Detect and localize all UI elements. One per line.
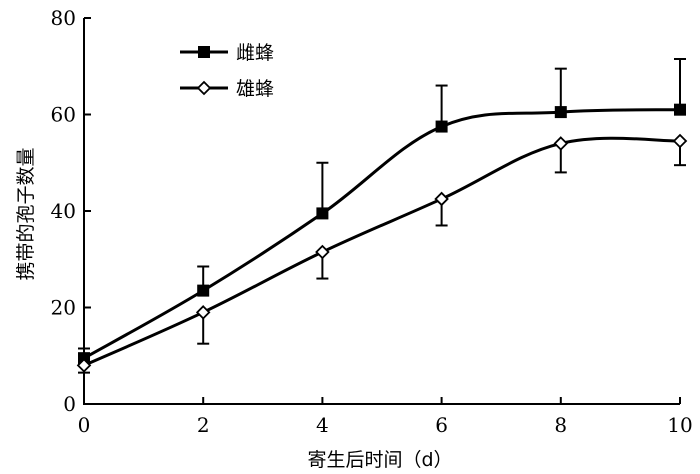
data-point-female (435, 120, 448, 133)
data-point-female (197, 284, 210, 297)
y-tick-label: 20 (51, 296, 76, 320)
x-tick-label: 2 (197, 413, 210, 437)
x-axis-title: 寄生后时间（d） (307, 449, 452, 471)
x-tick-label: 8 (554, 413, 567, 437)
data-point-male (76, 358, 92, 373)
legend-item-female: 雌蜂 (180, 42, 274, 64)
y-axis-title: 携带的孢子数量 (15, 147, 37, 280)
series-male (76, 133, 688, 374)
axes: 0 20 40 60 80 0 2 4 6 8 10 (51, 6, 693, 437)
data-point-male (553, 136, 569, 151)
x-tick-label: 0 (78, 413, 91, 437)
series-female (78, 58, 686, 365)
series-line-male (82, 136, 682, 367)
y-tick-label: 40 (51, 199, 76, 223)
x-tick-label: 4 (316, 413, 329, 437)
y-tick-label: 0 (63, 392, 76, 416)
y-tick-label: 60 (51, 103, 76, 127)
legend-item-male: 雄蜂 (180, 78, 274, 100)
legend-marker-female (198, 46, 210, 58)
legend-label-male: 雄蜂 (236, 78, 274, 100)
data-point-male (195, 305, 211, 320)
x-tick-label: 10 (667, 413, 692, 437)
data-point-female (316, 207, 329, 220)
data-point-male (315, 244, 330, 260)
series-layer (76, 58, 688, 374)
y-tick-label: 80 (51, 6, 76, 30)
x-tick-label: 6 (435, 413, 448, 437)
legend-label-female: 雌蜂 (236, 42, 274, 64)
legend-marker-male (196, 80, 212, 96)
data-point-female (674, 103, 686, 116)
data-point-male (434, 191, 449, 207)
axis-frame (83, 18, 680, 405)
data-point-female (554, 106, 567, 119)
data-point-male (672, 133, 688, 149)
legend: 雌蜂 雄蜂 (180, 42, 274, 100)
series-line-female (82, 108, 682, 360)
